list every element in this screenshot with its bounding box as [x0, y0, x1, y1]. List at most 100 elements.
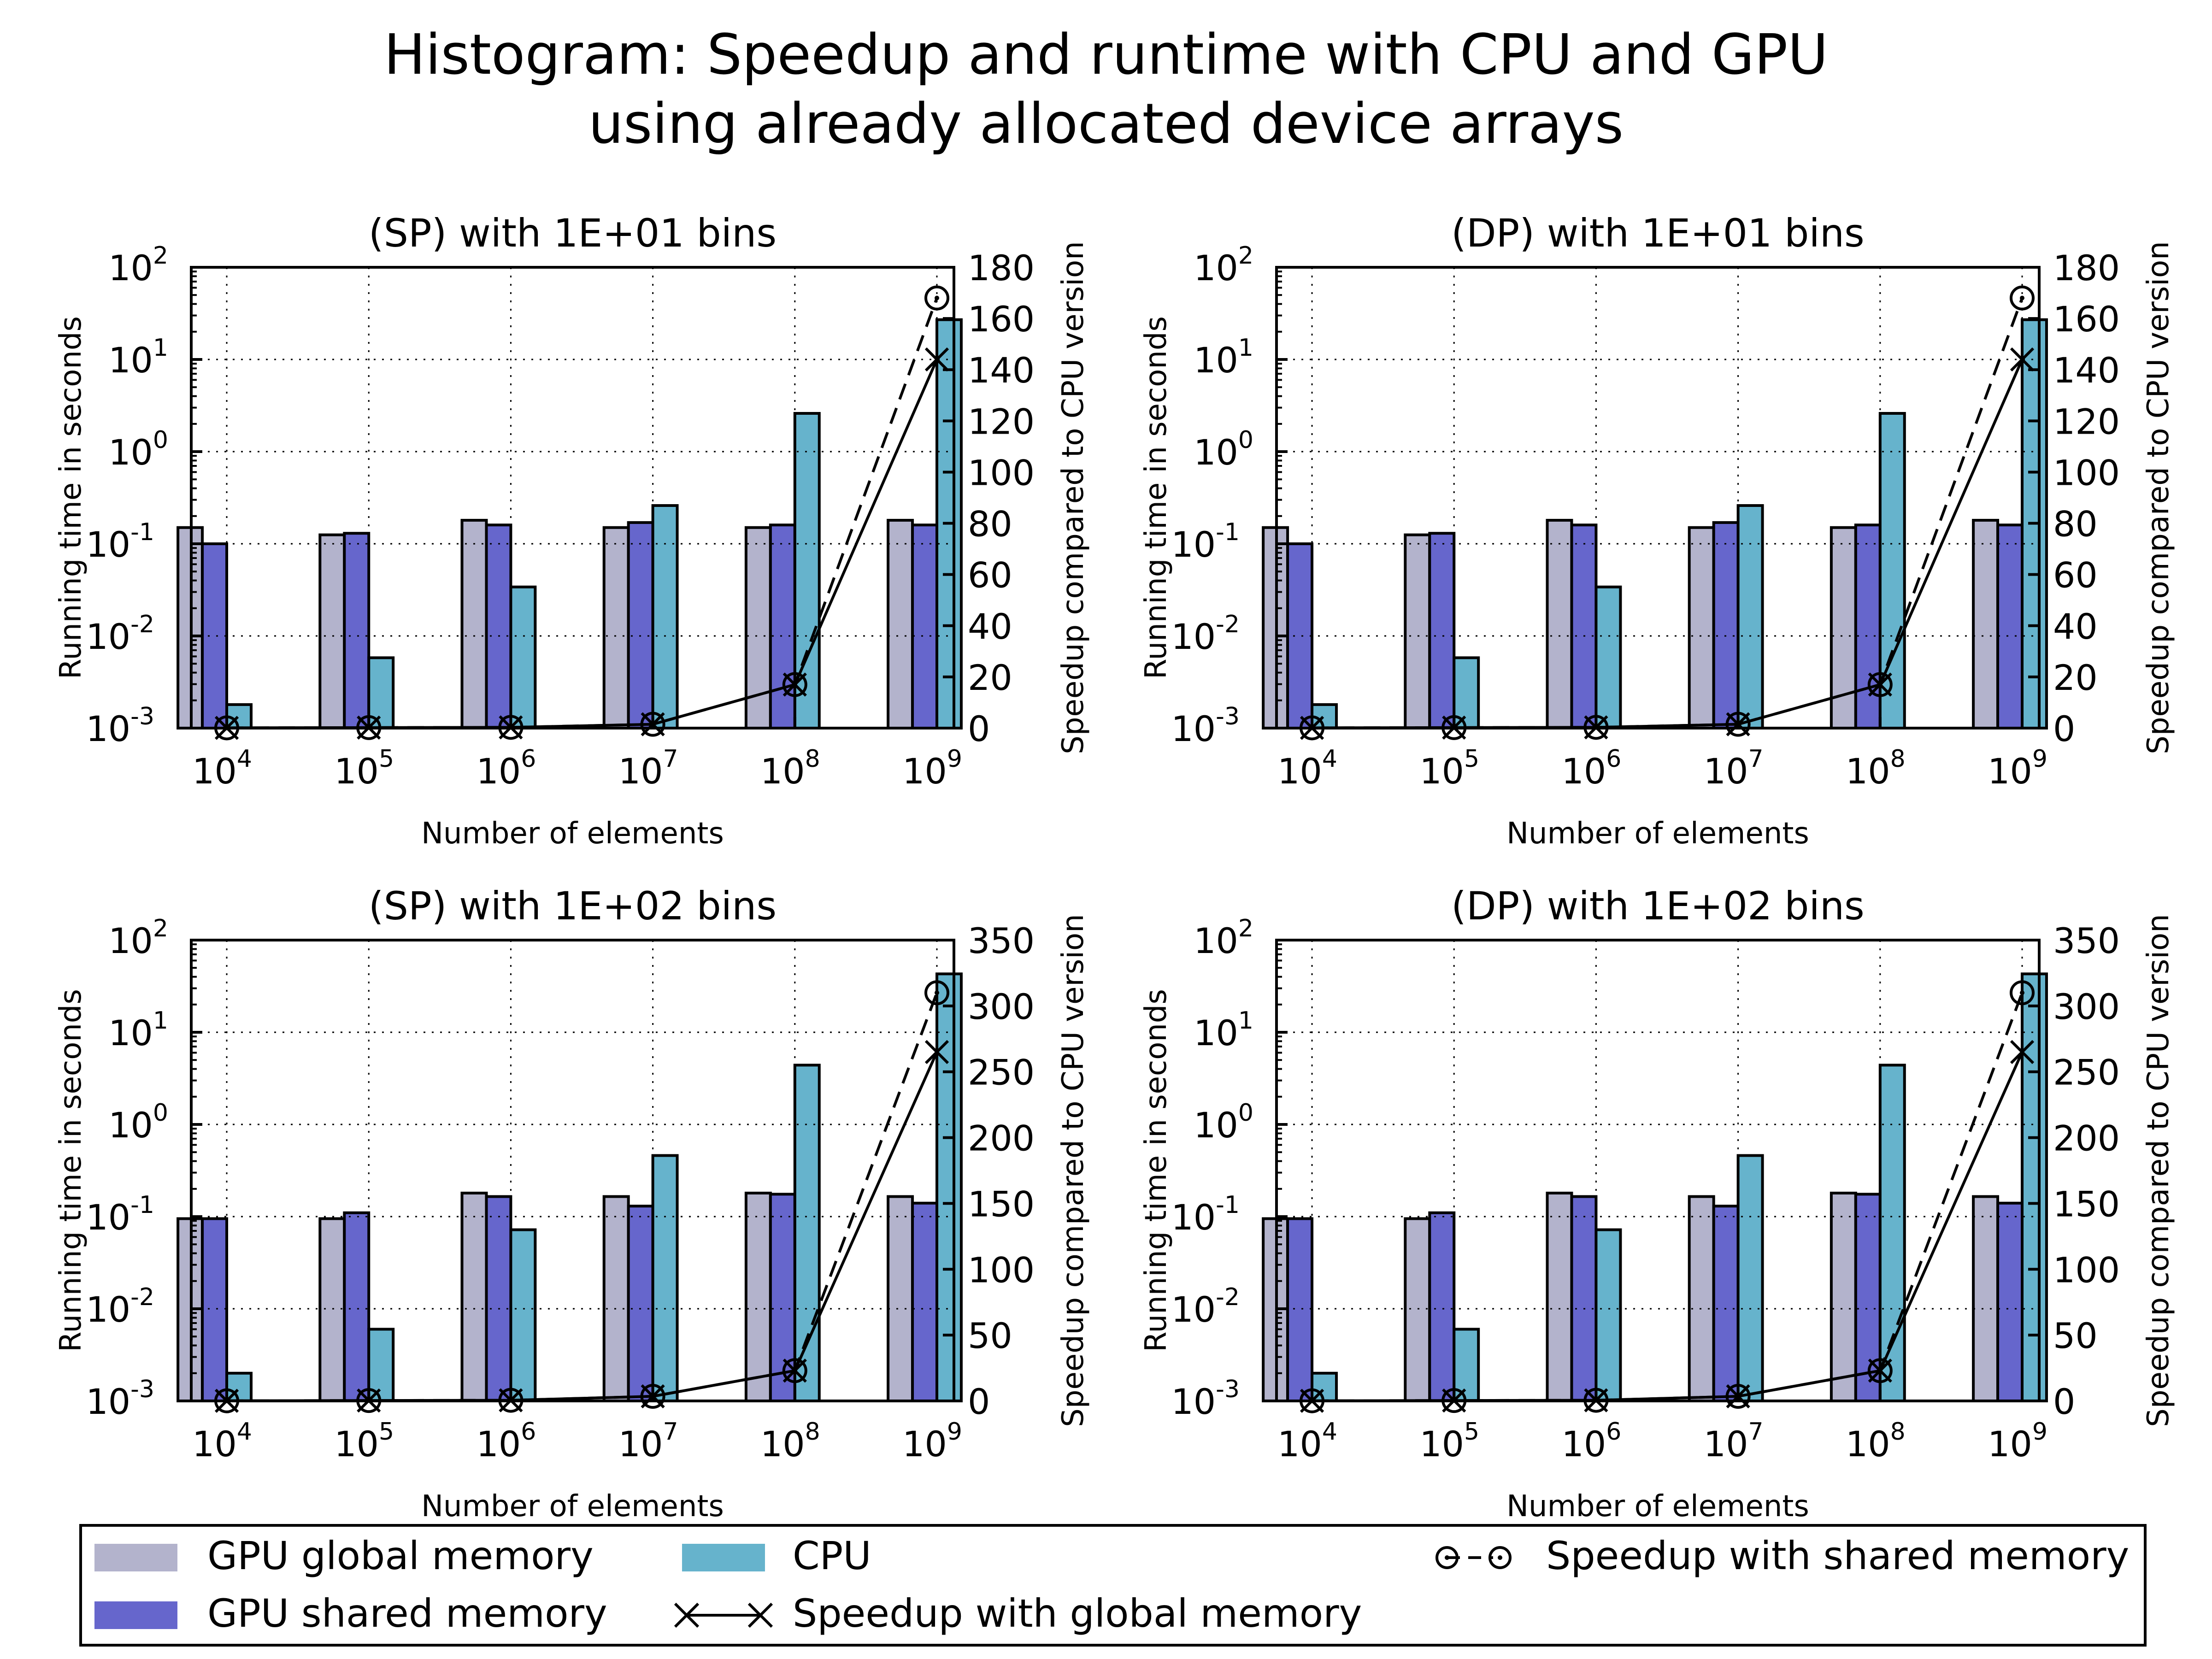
panel-title: (SP) with 1E+02 bins [369, 883, 777, 929]
x-axis-label: Number of elements [1506, 1489, 1809, 1524]
y2-tick-label: 160 [2053, 299, 2120, 340]
y2-tick-label: 150 [968, 1183, 1035, 1224]
bar-gpu-shared [485, 1195, 512, 1402]
panel-title: (DP) with 1E+02 bins [1451, 883, 1865, 929]
bar-gpu-global [887, 518, 914, 730]
x-tick-label: 107 [1704, 1418, 1764, 1465]
bar-gpu-global [1688, 526, 1715, 729]
legend-marker-speedup-shared [1435, 1546, 1512, 1569]
bar-gpu-global [460, 518, 488, 730]
bar-gpu-shared [1570, 524, 1598, 730]
point-speedup-shared [782, 1358, 807, 1383]
y2-tick-label: 60 [2053, 555, 2098, 596]
bar-cpu [793, 1064, 821, 1403]
legend-swatch-gpu-shared [94, 1601, 177, 1629]
bar-gpu-shared [627, 1205, 654, 1403]
bar-gpu-shared [911, 524, 939, 730]
plot-frame [190, 266, 955, 729]
bar-gpu-global [602, 526, 630, 729]
x-tick-label: 104 [1277, 745, 1337, 792]
x-tick-label: 106 [1562, 1418, 1622, 1465]
panels: 10-310-210-11001011020204060801001201401… [54, 211, 2176, 1524]
y2-tick-label: 160 [968, 299, 1035, 340]
panel-title: (DP) with 1E+01 bins [1451, 211, 1865, 256]
bar-cpu [935, 972, 963, 1403]
legend-swatch-cpu [682, 1544, 765, 1571]
bar-gpu-global [1404, 1217, 1431, 1403]
y-tick-label: 100 [1194, 1099, 1253, 1146]
bar-cpu [1736, 1154, 1764, 1403]
legend: GPU global memory GPU shared memory CPU … [79, 1524, 2147, 1647]
point-speedup-shared-dot [1877, 1368, 1883, 1373]
figure-title-line1: Histogram: Speedup and runtime with CPU … [384, 23, 1828, 87]
bar-gpu-shared [911, 1201, 939, 1403]
legend-label-cpu: CPU [793, 1533, 871, 1578]
bar-cpu [651, 1154, 679, 1403]
y2-axis-label: Speedup compared to CPU version [2141, 914, 2176, 1427]
y2-tick-label: 350 [2053, 920, 2120, 961]
point-speedup-shared [924, 980, 950, 1006]
y2-tick-label: 140 [2053, 350, 2120, 391]
bar-gpu-global [318, 1217, 346, 1403]
y2-tick-label: 40 [968, 606, 1012, 647]
point-speedup-shared-dot [2020, 295, 2025, 300]
y2-tick-label: 100 [2053, 452, 2120, 493]
y2-tick-label: 200 [968, 1118, 1035, 1159]
figure-title-line2: using already allocated device arrays [588, 92, 1624, 156]
plot-frame [190, 939, 955, 1402]
y2-tick-label: 20 [2053, 657, 2098, 698]
y2-tick-label: 180 [968, 247, 1035, 288]
y2-tick-label: 140 [968, 350, 1035, 391]
bar-gpu-global [1972, 1195, 2000, 1402]
point-speedup-shared [1867, 672, 1893, 697]
legend-marker-speedup-global [674, 1602, 773, 1628]
point-speedup-shared-dot [2020, 990, 2025, 995]
bar-gpu-shared [1996, 524, 2024, 730]
bar-gpu-global [602, 1195, 630, 1402]
bar-gpu-shared [1712, 521, 1740, 729]
bar-gpu-shared [1286, 542, 1314, 729]
y2-tick-label: 60 [968, 555, 1012, 596]
y2-axis-label: Speedup compared to CPU version [2141, 241, 2176, 754]
bar-gpu-global [1972, 518, 2000, 730]
bar-gpu-shared [769, 524, 796, 730]
point-speedup-shared [924, 285, 950, 311]
bar-gpu-global [318, 533, 346, 730]
bar-cpu [367, 1328, 395, 1402]
bar-gpu-shared [1570, 1195, 1598, 1402]
bar-cpu [1878, 1064, 1906, 1403]
y2-tick-label: 50 [2053, 1315, 2098, 1356]
panel-3: 10-310-210-11001011020501001502002503003… [54, 883, 1090, 1524]
y2-tick-label: 300 [968, 986, 1035, 1027]
point-speedup-shared [640, 1384, 665, 1409]
point-speedup-shared [640, 712, 665, 737]
y-axis-label: Running time in seconds [54, 316, 88, 679]
bar-gpu-shared [201, 1217, 229, 1403]
point-speedup-global [2010, 1040, 2035, 1064]
y-axis-label: Running time in seconds [1139, 989, 1173, 1352]
bar-gpu-shared [1286, 1217, 1314, 1403]
legend-label-gpu-shared: GPU shared memory [207, 1591, 607, 1636]
panel-title: (SP) with 1E+01 bins [369, 211, 777, 256]
point-speedup-shared [1867, 1358, 1893, 1383]
legend-label-speedup-global: Speedup with global memory [793, 1591, 1362, 1636]
y2-tick-label: 250 [968, 1052, 1035, 1093]
point-speedup-shared-dot [1877, 682, 1883, 687]
y2-tick-label: 80 [2053, 504, 2098, 545]
y2-tick-label: 120 [968, 401, 1035, 442]
bar-gpu-global [1546, 1191, 1573, 1403]
panel-4: 10-310-210-11001011020501001502002503003… [1139, 883, 2176, 1524]
point-speedup-shared [782, 672, 807, 697]
bar-gpu-global [1404, 533, 1431, 730]
y-axis-label: Running time in seconds [54, 989, 88, 1352]
panel-2: 10-310-210-11001011020204060801001201401… [1139, 211, 2176, 851]
bar-gpu-shared [1428, 532, 1456, 729]
point-speedup-global [2010, 347, 2035, 372]
y2-tick-label: 350 [968, 920, 1035, 961]
bar-gpu-shared [201, 542, 229, 729]
y2-tick-label: 180 [2053, 247, 2120, 288]
panel-1: 10-310-210-11001011020204060801001201401… [54, 211, 1090, 851]
bar-cpu [367, 656, 395, 730]
y2-tick-label: 0 [2053, 708, 2075, 749]
y-axis-label: Running time in seconds [1139, 316, 1173, 679]
